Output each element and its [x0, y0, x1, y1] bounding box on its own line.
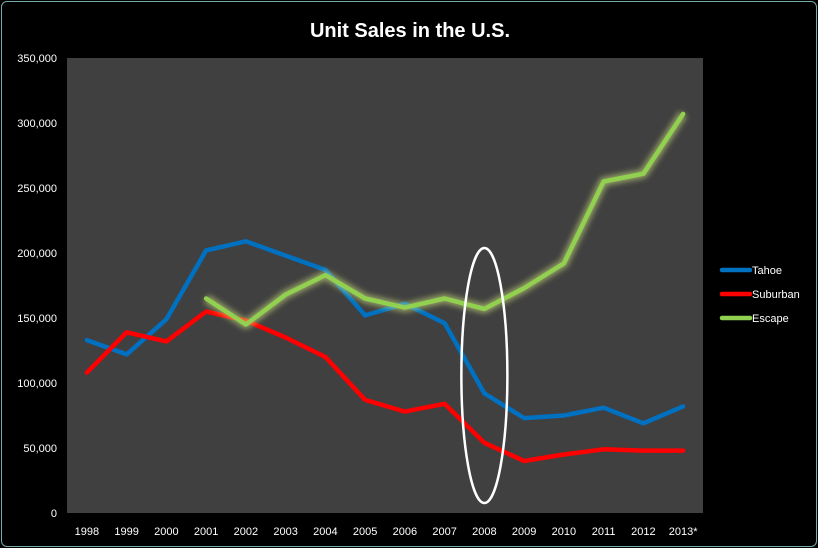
x-tick-label: 2007	[432, 526, 456, 538]
x-tick-label: 2013*	[669, 526, 698, 538]
x-tick-label: 2009	[512, 526, 536, 538]
x-tick-label: 2011	[592, 526, 616, 538]
legend-label-tahoe: Tahoe	[752, 265, 782, 277]
plot-area	[67, 58, 703, 513]
x-tick-label: 2003	[273, 526, 297, 538]
y-tick-label: 0	[51, 508, 57, 520]
y-tick-label: 350,000	[17, 53, 57, 65]
x-tick-label: 2004	[313, 526, 337, 538]
series-line-suburban	[84, 309, 686, 464]
chart-title: Unit Sales in the U.S.	[310, 20, 510, 42]
x-tick-label: 2008	[472, 526, 496, 538]
x-tick-label: 2001	[194, 526, 218, 538]
y-tick-label: 150,000	[17, 313, 57, 325]
x-tick-label: 2010	[552, 526, 576, 538]
x-tick-label: 2005	[353, 526, 377, 538]
legend-label-escape: Escape	[752, 313, 789, 325]
legend-label-suburban: Suburban	[752, 289, 800, 301]
highlight-ellipse	[460, 246, 509, 505]
x-tick-label: 1998	[75, 526, 99, 538]
y-tick-label: 200,000	[17, 248, 57, 260]
y-tick-label: 250,000	[17, 183, 57, 195]
x-tick-label: 2000	[154, 526, 178, 538]
y-tick-label: 300,000	[17, 118, 57, 130]
y-tick-label: 50,000	[23, 443, 57, 455]
y-tick-label: 100,000	[17, 378, 57, 390]
x-tick-label: 2012	[631, 526, 655, 538]
x-tick-label: 2002	[234, 526, 258, 538]
series-line-tahoe	[84, 239, 686, 426]
x-tick-label: 2006	[393, 526, 417, 538]
x-tick-label: 1999	[114, 526, 138, 538]
